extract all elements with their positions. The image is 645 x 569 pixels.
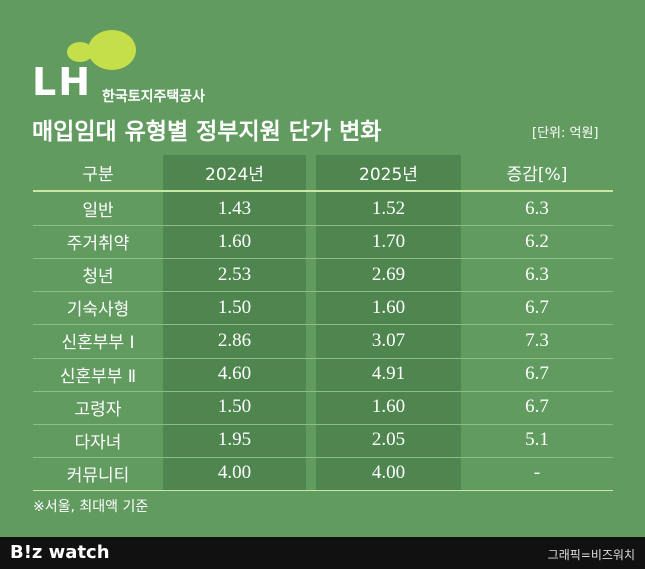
credit: 그래픽=비즈워치 <box>547 548 635 562</box>
row-label: 고령자 <box>74 399 122 420</box>
column-header: 2025년 <box>359 165 418 185</box>
unit: [단위: 억원] <box>532 126 599 141</box>
column-shade <box>163 155 306 490</box>
column-header: 2024년 <box>205 165 264 185</box>
row-rule <box>33 225 613 227</box>
value-cell: 6.7 <box>525 363 549 385</box>
value-cell: 4.00 <box>371 462 406 484</box>
row-label: 신혼부부 Ⅱ <box>59 366 137 387</box>
row-label: 커뮤니티 <box>66 465 130 486</box>
value-cell: 1.50 <box>217 296 252 318</box>
footnote: ※서울, 최대액 기준 <box>33 499 149 515</box>
row-rule <box>33 291 613 293</box>
row-label: 주거취약 <box>66 234 130 255</box>
column-shade <box>316 155 461 490</box>
row-label: 기숙사형 <box>66 300 130 321</box>
row-rule <box>33 390 613 392</box>
value-cell: 1.60 <box>371 296 406 318</box>
row-rule <box>33 489 613 491</box>
value-cell: 2.86 <box>217 329 252 351</box>
row-label: 신혼부부 Ⅰ <box>61 333 135 354</box>
row-rule <box>33 423 613 425</box>
row-label: 청년 <box>82 267 114 288</box>
value-cell: 4.60 <box>217 363 252 385</box>
value-cell: 2.53 <box>217 263 252 285</box>
row-rule <box>33 357 613 359</box>
brand: B!z watch <box>10 542 110 563</box>
value-cell: 2.05 <box>371 429 406 451</box>
value-cell: 6.3 <box>525 197 549 219</box>
value-cell: 6.7 <box>525 296 549 318</box>
row-label: 다자녀 <box>74 432 122 453</box>
row-rule <box>33 456 613 458</box>
value-cell: 5.1 <box>525 429 549 451</box>
column-header: 증감[%] <box>506 165 568 185</box>
value-cell: 6.7 <box>525 396 549 418</box>
value-cell: 4.00 <box>217 462 252 484</box>
logo-mark <box>67 30 136 70</box>
value-cell: 1.70 <box>371 230 406 252</box>
column-header: 구분 <box>82 165 114 185</box>
value-cell: 2.69 <box>371 263 406 285</box>
row-label: 일반 <box>82 201 114 222</box>
value-cell: 1.52 <box>371 197 406 219</box>
title: 매입임대 유형별 정부지원 단가 변화 <box>32 119 382 145</box>
value-cell: 1.60 <box>371 396 406 418</box>
value-cell: 1.60 <box>217 230 252 252</box>
logo: LH <box>32 60 93 104</box>
row-rule <box>33 324 613 326</box>
value-cell: 4.91 <box>371 363 406 385</box>
value-cell: 3.07 <box>371 329 406 351</box>
value-cell: - <box>533 462 541 484</box>
value-cell: 1.43 <box>217 197 252 219</box>
value-cell: 1.50 <box>217 396 252 418</box>
org-name: 한국토지주택공사 <box>102 89 206 105</box>
value-cell: 7.3 <box>525 329 549 351</box>
value-cell: 6.3 <box>525 263 549 285</box>
value-cell: 6.2 <box>525 230 549 252</box>
value-cell: 1.95 <box>217 429 252 451</box>
header-rule <box>33 190 613 192</box>
footer-bar: B!z watch 그래픽=비즈워치 <box>0 537 645 569</box>
row-rule <box>33 258 613 260</box>
